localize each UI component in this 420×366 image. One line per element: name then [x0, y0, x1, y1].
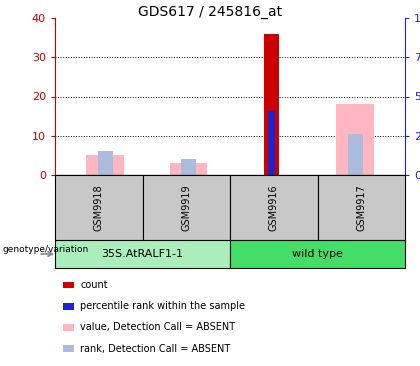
Bar [347, 134, 362, 175]
Text: wild type: wild type [292, 249, 343, 259]
Bar [268, 111, 275, 175]
Text: GSM9919: GSM9919 [181, 184, 191, 231]
Bar [336, 104, 374, 175]
Text: value, Detection Call = ABSENT: value, Detection Call = ABSENT [80, 322, 235, 332]
Bar [264, 34, 279, 175]
Bar [97, 152, 113, 175]
Text: GDS617 / 245816_at: GDS617 / 245816_at [138, 5, 282, 19]
Text: GSM9918: GSM9918 [94, 184, 104, 231]
Text: rank, Detection Call = ABSENT: rank, Detection Call = ABSENT [80, 344, 231, 354]
Text: percentile rank within the sample: percentile rank within the sample [80, 301, 245, 311]
Bar [86, 156, 124, 175]
Text: count: count [80, 280, 108, 290]
Text: GSM9917: GSM9917 [356, 184, 366, 231]
Text: genotype/variation: genotype/variation [2, 245, 88, 254]
Text: 35S.AtRALF1-1: 35S.AtRALF1-1 [102, 249, 184, 259]
Text: GSM9916: GSM9916 [269, 184, 279, 231]
Bar [170, 163, 207, 175]
Bar [181, 159, 196, 175]
